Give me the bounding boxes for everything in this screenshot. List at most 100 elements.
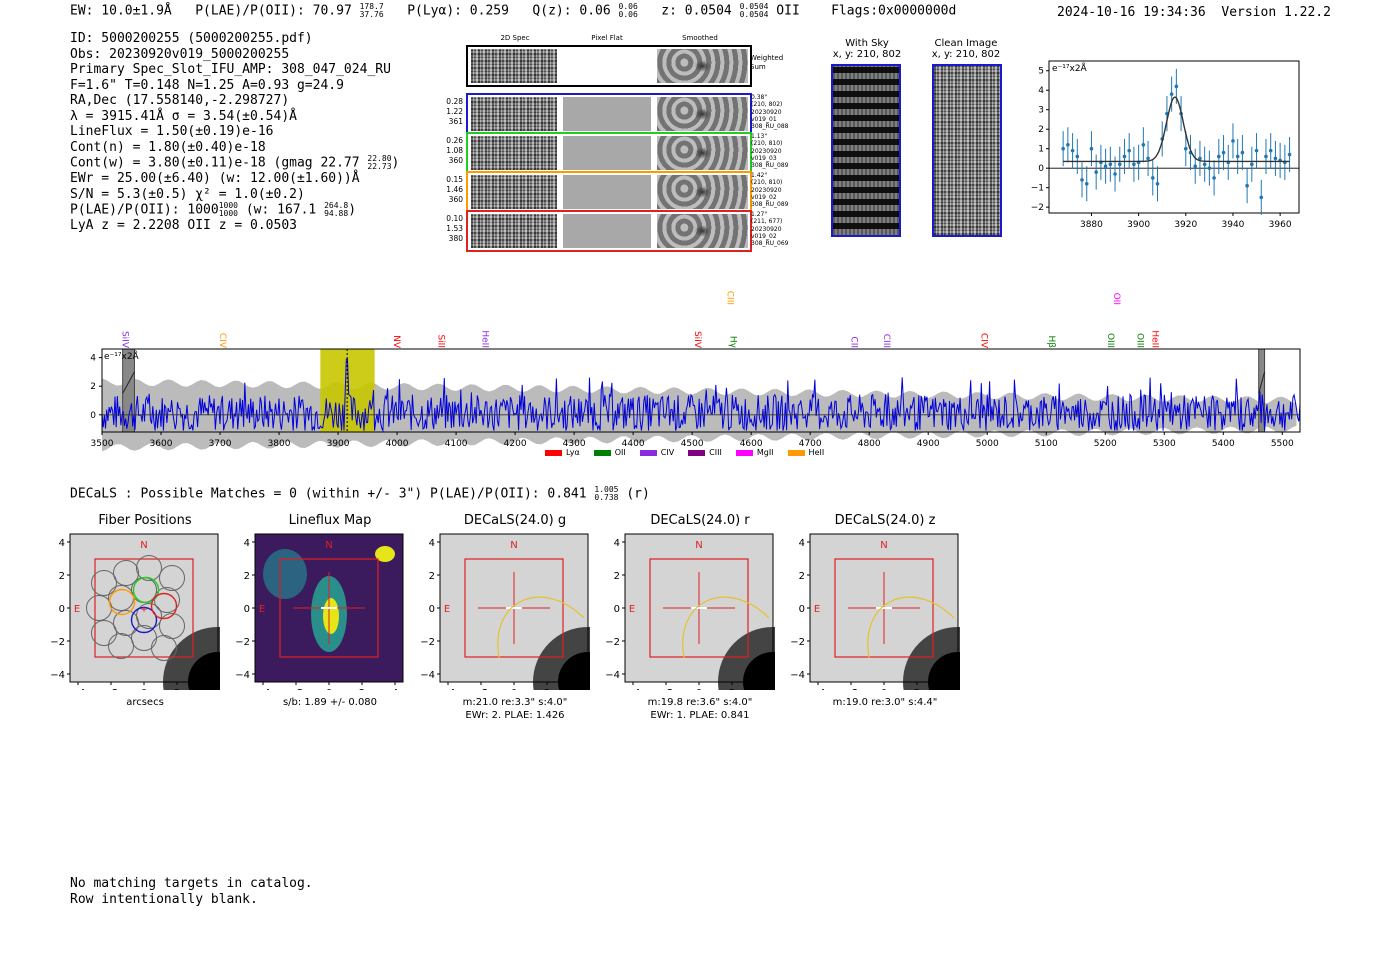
info-contw-lo: 22.73 (367, 162, 392, 171)
decals-x-tick-label: 2 (359, 688, 365, 690)
spectrum-frame (101, 348, 1301, 433)
legend-item: CIII (688, 448, 722, 457)
legend-label: Lyα (566, 448, 580, 457)
north-label: N (695, 540, 702, 551)
fiber-cutout-row (466, 171, 752, 213)
decals-summary-hi: 1.005 (594, 485, 619, 494)
fit-x-tick-label: 3900 (1127, 220, 1150, 230)
decals-x-tick-label: −2 (659, 688, 674, 690)
spectrum-x-tick-label: 4900 (917, 439, 940, 449)
fit-data-point (1212, 176, 1216, 180)
fiber-info-line: 20230920 (751, 147, 782, 155)
info-radec: RA,Dec (17.558140,-2.298727) (70, 93, 290, 108)
fit-data-point (1240, 150, 1245, 155)
decals-y-tick-label: −2 (790, 637, 805, 648)
spectrum-x-tick-label: 4300 (563, 439, 586, 449)
fiber-info-line: 1.13" (751, 133, 768, 140)
legend-label: HeII (808, 448, 825, 457)
header-summary: EW: 10.0±1.9Å P(LAE)/P(OII): 70.97 178.7… (70, 3, 956, 19)
fiber-stat: 380 (448, 234, 463, 243)
fit-y-tick-label: −2 (1031, 203, 1044, 213)
fit-data-point (1254, 148, 1259, 153)
legend-item: Lyα (545, 448, 580, 457)
fiber-circle (136, 603, 162, 629)
header-qz: Q(z): 0.06 (532, 3, 611, 19)
weighted-2d-spec (471, 49, 557, 83)
info-plae-lo: 1000 (218, 209, 238, 218)
fiber-pixel-flat (563, 214, 651, 248)
north-label: N (140, 540, 147, 551)
fit-y-tick-label: −1 (1031, 184, 1044, 194)
fiber-info-line: (210, 810) (751, 179, 783, 187)
spectrum-y-tick-label: 4 (90, 354, 96, 364)
info-lineflux: LineFlux = 1.50(±0.19)e-16 (70, 124, 274, 139)
fit-data-point (1287, 152, 1292, 157)
fiber-info-line: (211, 677) (751, 218, 783, 226)
fit-data-point (1169, 92, 1174, 96)
galaxy-core (743, 652, 775, 690)
decals-x-tick-label: 2 (729, 688, 735, 690)
galaxy-core (928, 652, 960, 690)
spectrum-x-tick-label: 3800 (268, 439, 291, 449)
legend-item: MgII (735, 448, 774, 457)
spectral-line-label: CIV (217, 333, 227, 349)
galaxy-ellipse (867, 596, 955, 659)
legend-label: MgII (756, 448, 774, 457)
fit-data-point (1061, 146, 1065, 151)
fiber-info-line: 0.38" (751, 94, 768, 101)
fit-x-tick-label: 3960 (1269, 220, 1292, 230)
legend-label: OII (614, 448, 626, 457)
north-label: N (510, 540, 517, 551)
fiber-left-stats: 0.26 1.08 360 (443, 136, 463, 166)
spectrum-x-tick-label: 3500 (91, 439, 114, 449)
fiber-smoothed (657, 97, 748, 131)
decals-panel-image: N E −4 −2 0 2 4 4 2 0 −2 −4 (605, 533, 775, 690)
fiber-right-info: 0.38" (210, 802) 20230920 v019_01 308_RU_088 (751, 94, 788, 130)
decals-x-tick-label: −4 (71, 688, 86, 690)
fiber-circle (113, 560, 139, 586)
with-sky-title: With Sky x, y: 210, 802 (832, 38, 902, 60)
spectral-line-label: Hγ (728, 336, 738, 349)
fiber-smoothed (657, 214, 748, 248)
fiber-stat: 0.26 (446, 136, 463, 145)
decals-y-tick-label: 4 (59, 538, 65, 549)
decals-x-tick-label: −4 (811, 688, 826, 690)
spectrum-x-tick-label: 4000 (386, 439, 409, 449)
spectrum-x-tick-label: 4800 (858, 439, 881, 449)
full-spectrum-chart: e⁻¹⁷x2Å 4 2 0 3500 3600 3700 3800 3900 4000 4100 42… (90, 348, 1301, 452)
fiber-circle (151, 635, 177, 661)
decals-y-tick-label: 4 (799, 538, 805, 549)
detection-info: ID: 5000200255 (5000200255.pdf) Obs: 202… (70, 31, 399, 234)
fiber-left-stats: 0.15 1.46 360 (443, 175, 463, 205)
fit-x-tick-label: 3920 (1174, 220, 1197, 230)
decals-y-tick-label: −2 (605, 637, 620, 648)
line-legend: Lyα OII CIV CIII MgII HeII (545, 448, 838, 457)
fiber-circle (136, 555, 162, 581)
weighted-smoothed (657, 49, 748, 83)
search-box (94, 558, 194, 658)
fiber-circle (91, 570, 117, 596)
fit-y-tick-label: 3 (1038, 106, 1044, 116)
info-obs: Obs: 20230920v019_5000200255 (70, 46, 290, 62)
decals-y-tick-label: 4 (244, 538, 250, 549)
spectral-line-label: HeII (480, 330, 490, 348)
decals-caption-1: m:19.8 re:3.6" s:4.0" (647, 697, 753, 708)
fit-y-tick-label: 5 (1038, 67, 1044, 77)
spectral-line-label: SiIV (120, 331, 130, 349)
east-label: E (629, 604, 635, 615)
decals-caption-2: EWr: 1. PLAE: 0.841 (650, 710, 750, 721)
clean-image (932, 64, 1002, 237)
fiber-stat: 1.46 (446, 185, 463, 194)
decals-caption-1: m:19.0 re:3.0" s:4.4" (832, 697, 938, 708)
decals-y-tick-label: −4 (50, 670, 65, 681)
fiber-circle (91, 620, 117, 646)
spectrum-x-tick-label: 3600 (150, 439, 173, 449)
info-plae-w-lo: 94.88 (324, 209, 349, 218)
spectral-line-label: HeII (1149, 330, 1159, 348)
spectrum-x-tick-label: 4400 (622, 439, 645, 449)
decals-x-tick-label: 0 (511, 688, 517, 690)
info-contn: Cont(n) = 1.80(±0.40)e-18 (70, 139, 266, 155)
spectrum-x-tick-label: 4600 (740, 439, 763, 449)
fit-data-point (1202, 162, 1207, 167)
east-label: E (259, 604, 265, 615)
